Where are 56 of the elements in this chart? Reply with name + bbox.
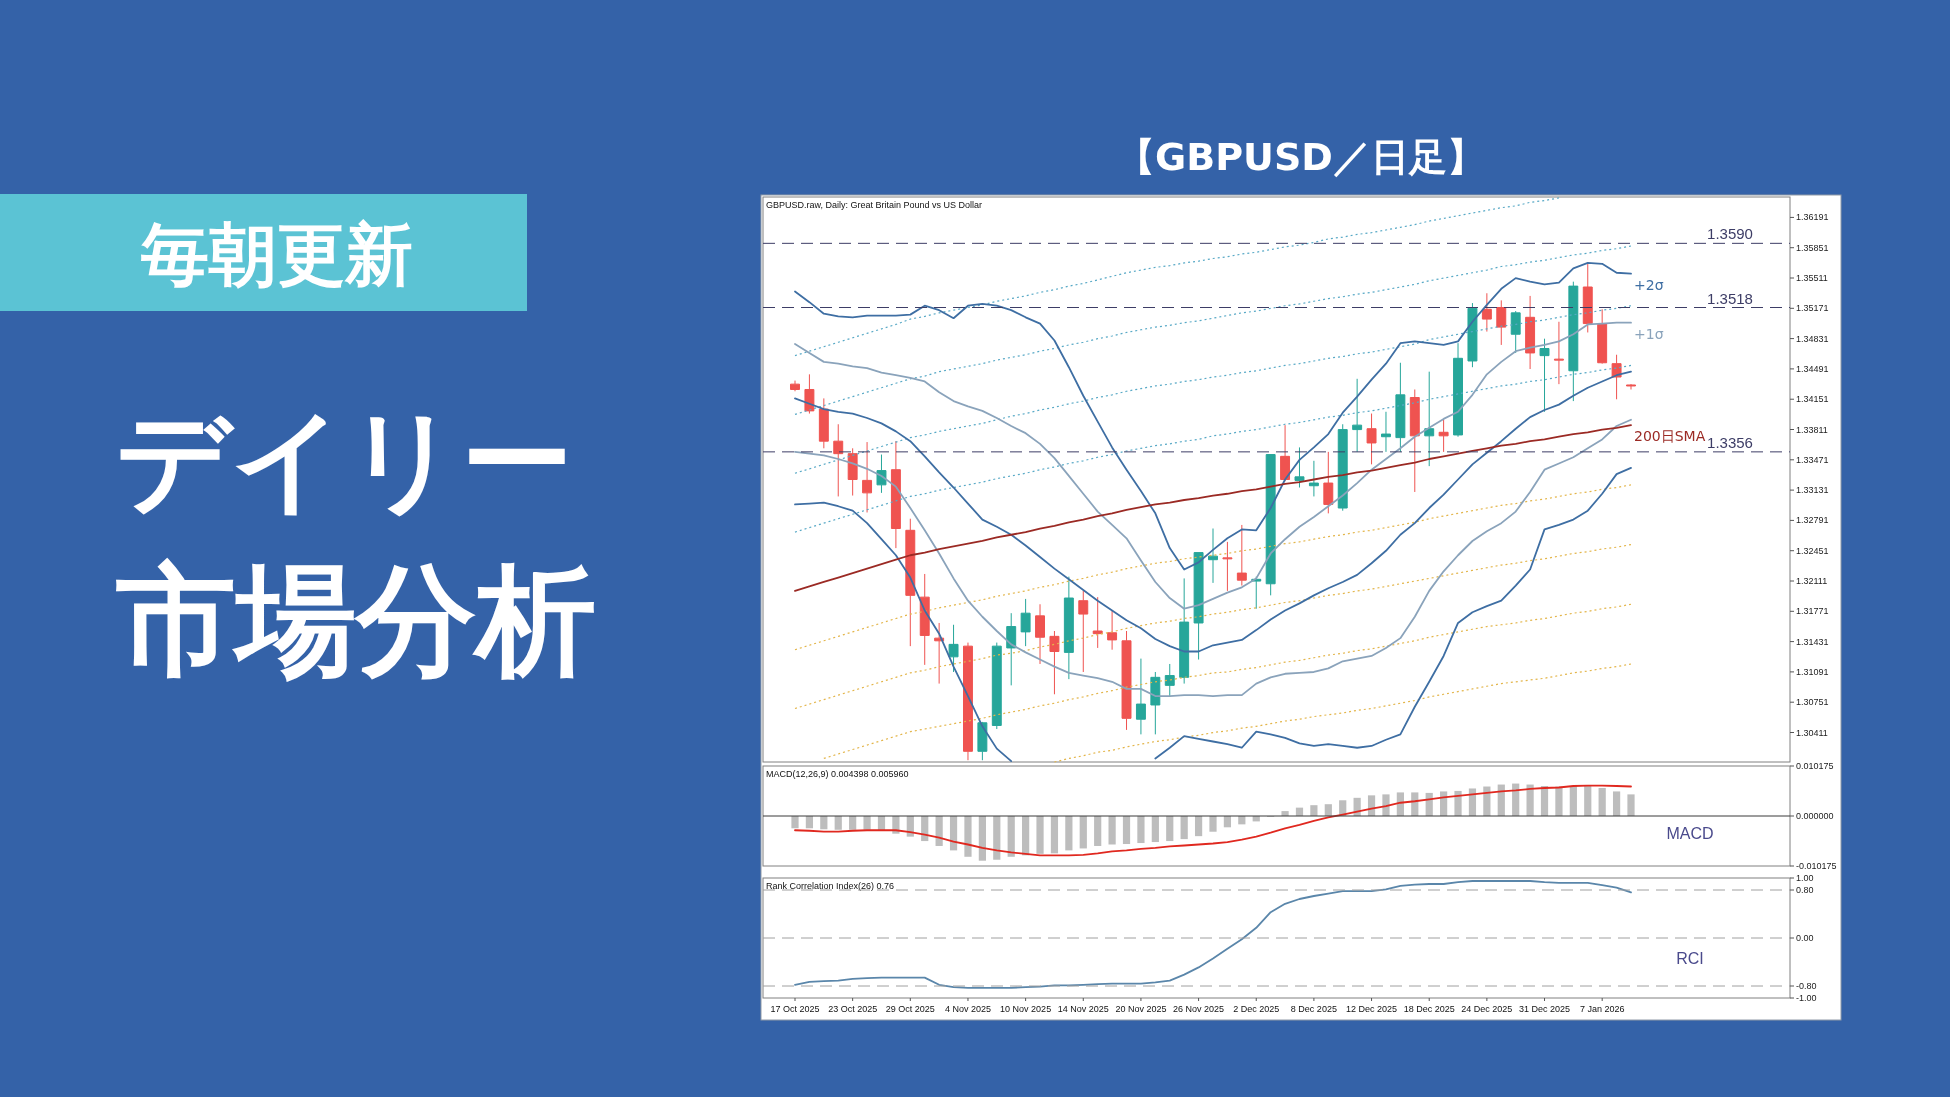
x-tick-label: 14 Nov 2025 [1057,1004,1109,1014]
y-tick-label: 1.00 [1796,873,1814,883]
y-tick-label: 1.32451 [1796,545,1829,556]
y-tick-label: -1.00 [1796,993,1817,1003]
text: 毎朝更新 [140,214,413,294]
y-tick-label: 1.36191 [1796,212,1829,223]
x-tick-label: 10 Nov 2025 [1000,1004,1052,1014]
series-label: +1σ [1634,325,1664,342]
x-tick-label: 17 Oct 2025 [770,1004,820,1014]
x-tick-label: 20 Nov 2025 [1115,1004,1167,1014]
y-tick-label: 0.80 [1796,885,1814,895]
y-tick-label: 1.35171 [1796,303,1829,314]
x-tick-label: 23 Oct 2025 [828,1004,878,1014]
y-tick-label: -0.010175 [1796,861,1837,871]
y-tick-label: 1.33131 [1796,485,1829,496]
ref-line-label: 1.3518 [1707,289,1753,307]
text: MACD [1666,824,1714,842]
ref-line-label: 1.3356 [1707,433,1753,451]
series-label: +2σ [1634,276,1664,293]
y-tick-label: 1.30751 [1796,697,1829,708]
x-tick-label: 8 Dec 2025 [1290,1004,1337,1014]
x-tick-label: 12 Dec 2025 [1346,1004,1398,1014]
y-tick-label: 1.34491 [1796,363,1829,374]
chart-title: Rank Correlation Index(26) 0.76 [766,881,895,891]
x-tick-label: 4 Nov 2025 [944,1004,991,1014]
text: 市場分析 [115,550,596,690]
chart-title: MACD(12,26,9) 0.004398 0.005960 [766,769,909,779]
y-tick-label: 1.34151 [1796,394,1829,405]
x-tick-label: 7 Jan 2026 [1579,1004,1625,1014]
x-tick-label: 31 Dec 2025 [1518,1004,1571,1014]
y-tick-label: 1.33811 [1796,424,1828,435]
y-tick-label: -0.80 [1796,981,1817,991]
y-tick-label: 0.010175 [1796,761,1834,771]
chart-title: 【GBPUSD／日足】 [1117,135,1485,179]
y-tick-label: 1.31091 [1796,666,1829,677]
y-tick-label: 1.33471 [1796,454,1829,465]
y-tick-label: 1.30411 [1796,727,1828,738]
y-tick-label: 1.34831 [1796,333,1829,344]
y-tick-label: 1.32111 [1796,576,1828,586]
ref-line-label: 1.3590 [1707,225,1753,243]
y-tick-label: 0.00 [1796,933,1814,943]
x-tick-label: 2 Dec 2025 [1233,1004,1280,1014]
y-tick-label: 0.000000 [1796,811,1834,821]
series-label: 200日SMA [1634,428,1706,445]
text: RCI [1676,949,1704,967]
text: デイリー [116,395,573,525]
x-tick-label: 18 Dec 2025 [1403,1004,1455,1014]
y-tick-label: 1.31431 [1796,636,1829,647]
y-tick-label: 1.32791 [1796,515,1829,526]
x-tick-label: 24 Dec 2025 [1461,1004,1513,1014]
chart-subtitle: GBPUSD.raw, Daily: Great Britain Pound vs US Dollar [766,200,983,210]
y-tick-label: 1.31771 [1796,606,1829,617]
x-tick-label: 29 Oct 2025 [885,1004,935,1014]
x-tick-label: 26 Nov 2025 [1173,1004,1225,1014]
y-tick-label: 1.35511 [1796,273,1828,284]
y-tick-label: 1.35851 [1796,242,1829,253]
